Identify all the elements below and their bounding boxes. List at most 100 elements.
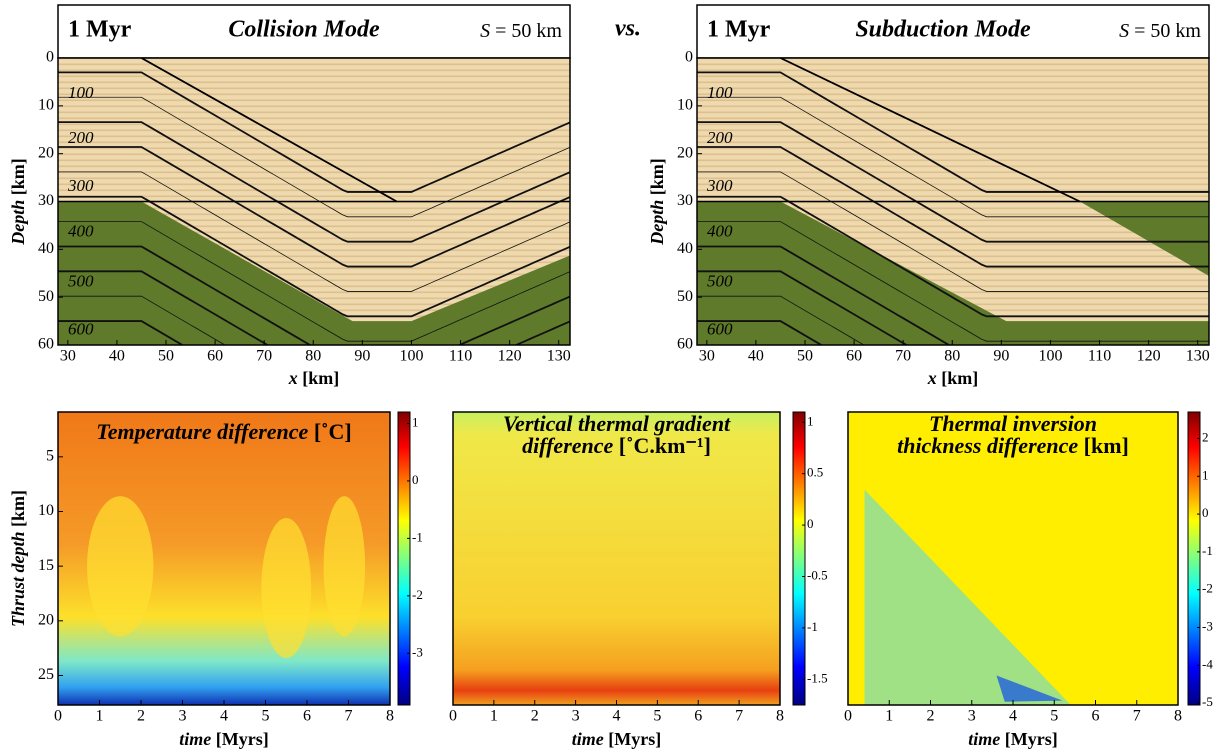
x-tick-label: 3 <box>572 708 580 725</box>
x-tick-label: 120 <box>498 348 522 365</box>
isotherm <box>697 146 1209 268</box>
isotherm-label: 300 <box>706 176 733 195</box>
x-axis-label: x [km] <box>288 368 340 388</box>
colorbar-tick-label: 0.5 <box>807 465 823 480</box>
fault <box>780 58 1081 203</box>
isotherm <box>58 221 570 342</box>
field-feature <box>87 496 154 637</box>
x-tick-label: 3 <box>968 708 976 725</box>
colorbar <box>792 411 806 706</box>
isotherm-label: 500 <box>707 272 733 291</box>
y-tick-label: 50 <box>38 288 54 305</box>
x-tick-label: 50 <box>158 348 174 365</box>
x-tick-label: 5 <box>653 708 661 725</box>
colorbar-tick-label: 0 <box>412 472 419 487</box>
x-axis-label-part: time <box>572 729 604 749</box>
x-tick-label: 2 <box>137 708 145 725</box>
field-feature <box>323 496 366 637</box>
colorbar-tick-label: -1.5 <box>807 670 828 685</box>
mantle <box>697 201 1209 345</box>
colorbar-tick-label: 2 <box>1202 429 1209 444</box>
x-axis-label-part: [Myrs] <box>1005 729 1058 749</box>
x-tick-label: 5 <box>1050 708 1058 725</box>
y-axis-label: Depth [km] <box>8 158 28 246</box>
x-axis-label: time [Myrs] <box>572 729 661 749</box>
x-tick-label: 80 <box>944 348 960 365</box>
field-feature <box>864 489 1071 705</box>
isotherm-label: 400 <box>707 221 733 240</box>
isotherm-label: 200 <box>68 128 94 147</box>
x-tick-label: 90 <box>354 348 370 365</box>
time-label: 1 Myr <box>68 17 132 43</box>
size-label: S = 50 km <box>480 20 562 42</box>
x-tick-label: 8 <box>386 708 394 725</box>
y-tick-label: 15 <box>38 557 54 574</box>
mode-label: Subduction Mode <box>855 17 1031 43</box>
colorbar-tick-label: 0 <box>807 516 814 531</box>
field <box>453 412 780 705</box>
isotherm-label: 100 <box>707 83 733 102</box>
mantle <box>58 201 570 345</box>
y-axis-label-part: [km] <box>8 490 28 527</box>
x-tick-label: 130 <box>547 348 571 365</box>
isotherm-label: 100 <box>68 83 94 102</box>
colorbar-tick-label: -2 <box>412 587 423 602</box>
x-tick-label: 70 <box>256 348 272 365</box>
x-tick-label: 90 <box>993 348 1009 365</box>
isotherm-label: 400 <box>68 221 94 240</box>
y-tick-label: 10 <box>38 502 54 519</box>
panel-title: difference [˚C.km⁻¹] <box>522 433 711 458</box>
panel-title-part: [˚C] <box>314 419 352 444</box>
y-tick-label: 30 <box>38 192 54 209</box>
x-tick-label: 60 <box>846 348 862 365</box>
isotherm <box>58 146 570 268</box>
isotherm <box>58 295 226 345</box>
isotherm-label: 200 <box>707 128 733 147</box>
y-tick-label: 20 <box>38 144 54 161</box>
panel-title: Vertical thermal gradient <box>503 411 731 436</box>
x-tick-label: 6 <box>303 708 311 725</box>
y-tick-label: 10 <box>677 97 693 114</box>
x-axis-label: x [km] <box>927 368 979 388</box>
isotherm <box>697 121 1209 243</box>
x-tick-label: 4 <box>1009 708 1017 725</box>
separator: vs. <box>615 16 641 42</box>
isotherm <box>697 295 865 345</box>
x-tick-label: 6 <box>694 708 702 725</box>
x-axis-label-part: [km] <box>941 368 978 388</box>
y-axis-label-part: Thrust depth <box>8 531 28 627</box>
x-tick-label: 130 <box>1186 348 1210 365</box>
x-tick-label: 110 <box>1088 348 1111 365</box>
x-tick-label: 4 <box>220 708 228 725</box>
y-axis-label-part: Depth <box>647 200 667 246</box>
x-tick-label: 2 <box>531 708 539 725</box>
y-tick-label: 20 <box>38 611 54 628</box>
x-tick-label: 100 <box>399 348 423 365</box>
x-tick-label: 60 <box>207 348 223 365</box>
y-axis-label: Thrust depth [km] <box>8 490 28 627</box>
x-tick-label: 1 <box>490 708 498 725</box>
x-tick-label: 7 <box>345 708 353 725</box>
x-tick-label: 0 <box>54 708 62 725</box>
x-tick-label: 6 <box>1092 708 1100 725</box>
colorbar-tick-label: -3 <box>412 644 423 659</box>
colorbar-tick-label: -5 <box>1202 694 1213 709</box>
x-tick-label: 40 <box>748 348 764 365</box>
y-tick-label: 40 <box>38 240 54 257</box>
isotherm <box>58 270 570 345</box>
x-tick-label: 0 <box>449 708 457 725</box>
x-axis-label-part: [Myrs] <box>608 729 661 749</box>
y-tick-label: 10 <box>38 97 54 114</box>
x-tick-label: 1 <box>885 708 893 725</box>
x-axis-label-part: x <box>927 368 937 388</box>
x-axis-label-part: [km] <box>302 368 339 388</box>
size-label-part: S <box>480 20 490 42</box>
isotherm <box>697 320 824 345</box>
colorbar-tick-label: -1 <box>412 529 423 544</box>
fault <box>141 58 398 203</box>
isotherm <box>697 221 1209 342</box>
colorbar-tick-label: -1 <box>1202 543 1213 558</box>
y-tick-label: 40 <box>677 240 693 257</box>
x-axis-label-part: [Myrs] <box>216 729 269 749</box>
